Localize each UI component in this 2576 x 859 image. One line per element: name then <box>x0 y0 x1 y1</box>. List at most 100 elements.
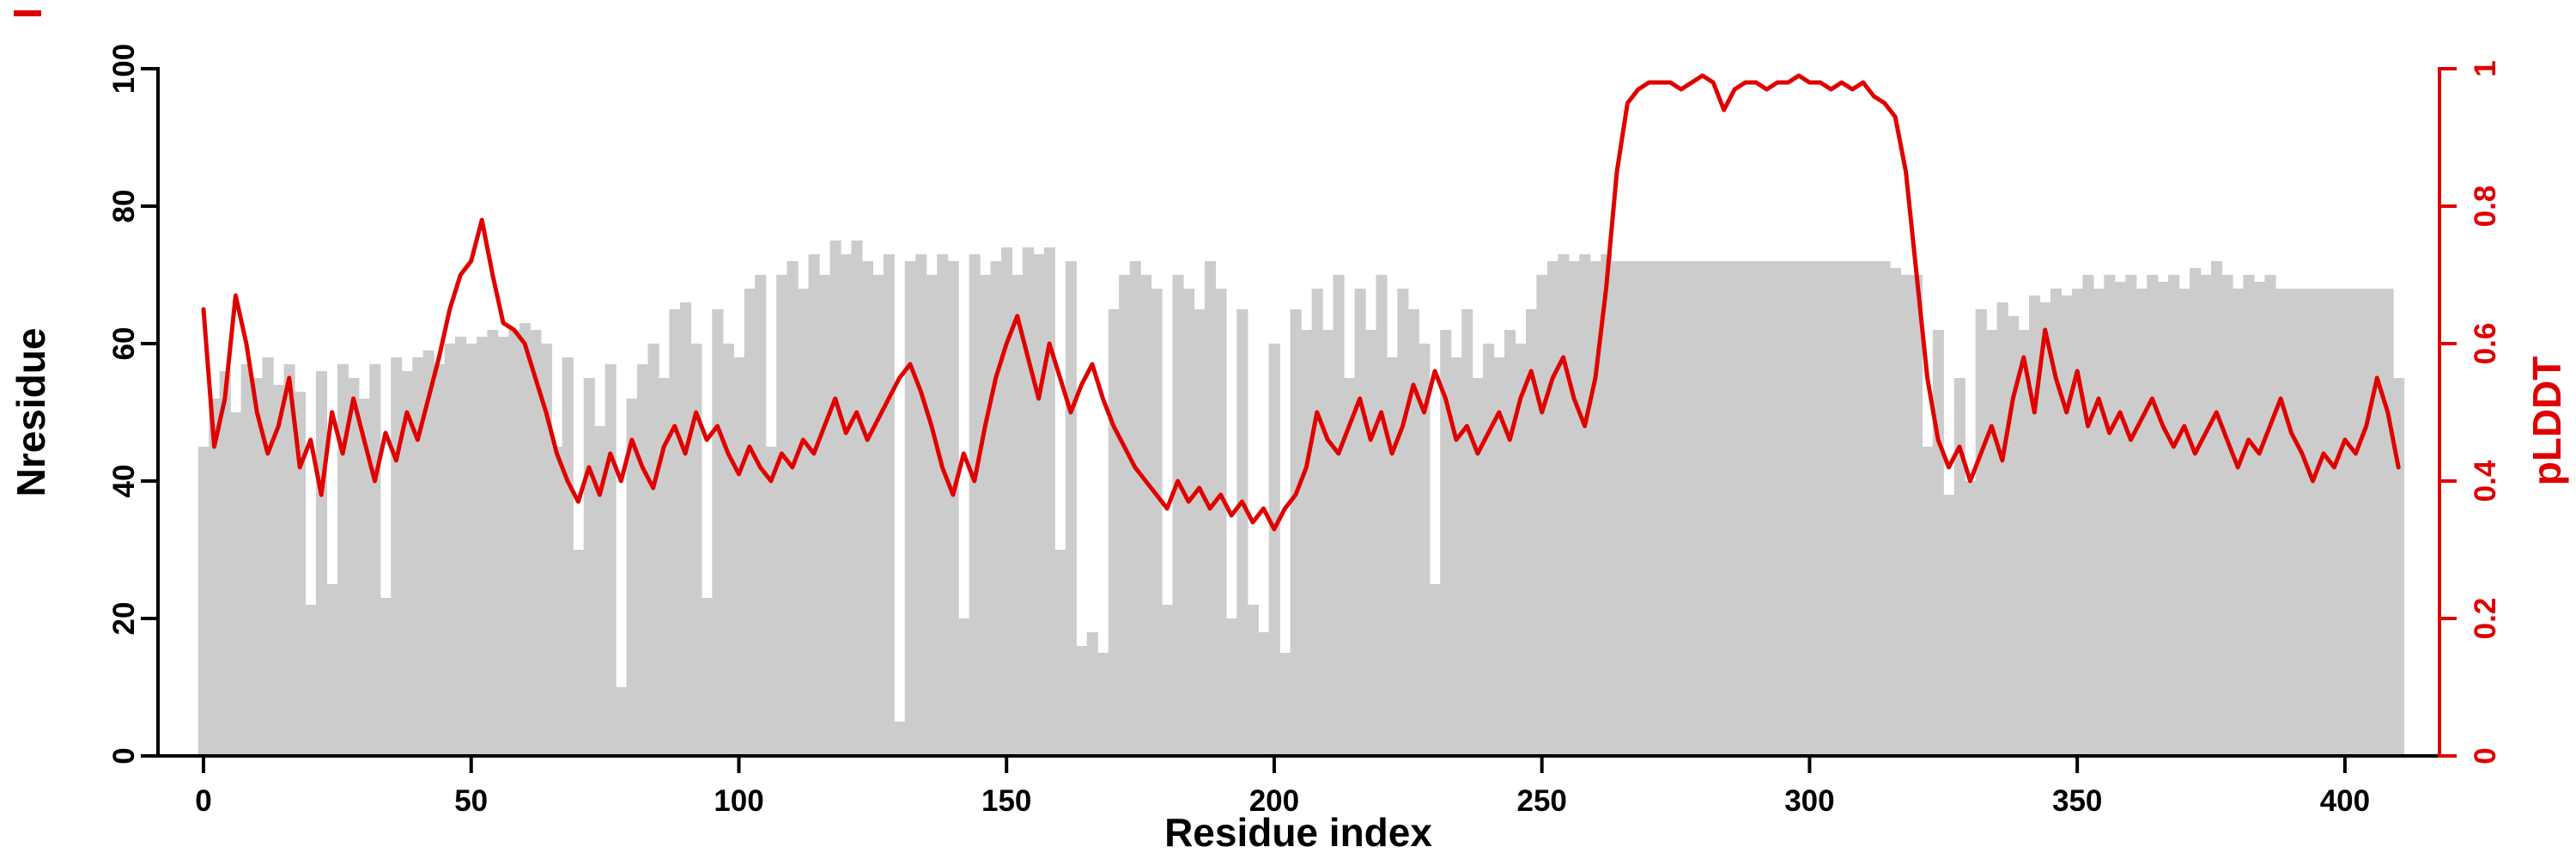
nresidue-bar <box>755 275 767 756</box>
nresidue-bar <box>562 357 574 756</box>
nresidue-bar <box>1215 289 1227 756</box>
nresidue-bar <box>904 261 916 756</box>
nresidue-bar <box>1814 261 1826 756</box>
nresidue-bar <box>2147 275 2159 756</box>
nresidue-bar <box>197 447 210 756</box>
nresidue-bar <box>1472 378 1484 756</box>
x-tick-label: 350 <box>2052 784 2102 818</box>
nresidue-bar <box>2372 289 2384 756</box>
nresidue-bar <box>926 275 938 756</box>
nresidue-bar <box>2061 295 2073 756</box>
nresidue-bar <box>2178 289 2190 756</box>
nresidue-bar <box>295 392 307 756</box>
y-left-tick-label: 0 <box>107 747 141 764</box>
nresidue-bar <box>1622 261 1634 756</box>
nresidue-bar <box>1140 275 1152 756</box>
nresidue-bar <box>969 254 981 756</box>
nresidue-bar <box>840 254 852 756</box>
nresidue-bar <box>776 275 788 756</box>
nresidue-bar <box>1322 330 1334 756</box>
x-tick-label: 0 <box>195 784 211 818</box>
nresidue-bar <box>1354 289 1366 756</box>
nresidue-bar <box>690 344 702 756</box>
nresidue-bar <box>1268 344 1280 756</box>
nresidue-bar <box>391 357 403 756</box>
y-left-tick-label: 20 <box>107 602 141 636</box>
nresidue-bar <box>744 289 756 756</box>
nresidue-bar <box>348 378 360 756</box>
nresidue-bar <box>583 378 595 756</box>
nresidue-bar <box>1151 289 1163 756</box>
nresidue-bar <box>787 261 799 756</box>
nresidue-bar <box>2296 289 2308 756</box>
nresidue-bar <box>1483 344 1495 756</box>
nresidue-bar <box>2350 289 2362 756</box>
nresidue-bar <box>2393 378 2405 756</box>
nresidue-bar <box>647 344 659 756</box>
nresidue-bar <box>861 261 873 756</box>
nresidue-bar <box>1504 330 1516 756</box>
nresidue-bar <box>1054 550 1066 756</box>
nresidue-bar <box>540 344 552 756</box>
nresidue-bar <box>2307 289 2319 756</box>
nresidue-bar <box>230 412 242 756</box>
nresidue-bar <box>1900 275 1912 756</box>
nresidue-bar <box>1097 653 1109 756</box>
nresidue-bar <box>1761 261 1773 756</box>
nresidue-bar <box>851 241 863 756</box>
nresidue-bar <box>1558 254 1570 756</box>
nresidue-bar <box>2253 282 2265 756</box>
nresidue-bar <box>1836 261 1848 756</box>
nresidue-bar <box>637 364 649 756</box>
nresidue-bar <box>1001 247 1013 756</box>
nresidue-bar <box>2318 289 2330 756</box>
nresidue-bar <box>1932 330 1944 756</box>
nresidue-bar <box>1108 309 1120 756</box>
nresidue-bar <box>915 254 927 756</box>
nresidue-bar <box>1236 309 1249 756</box>
y-right-tick-label: 0 <box>2469 747 2502 764</box>
nresidue-bar <box>1536 275 1548 756</box>
nresidue-bar <box>1632 261 1644 756</box>
nresidue-bar <box>1364 330 1376 756</box>
nresidue-bar <box>1129 261 1141 756</box>
nresidue-bar <box>465 344 477 756</box>
nresidue-bar <box>508 330 520 756</box>
nresidue-bar <box>2008 316 2020 756</box>
y-left-tick-label: 80 <box>107 190 141 223</box>
nresidue-bar <box>1718 261 1730 756</box>
nresidue-bar <box>209 399 221 756</box>
nresidue-bar <box>315 371 327 756</box>
nresidue-bar <box>819 275 831 756</box>
nresidue-bar <box>380 598 392 756</box>
nresidue-bar <box>669 309 681 756</box>
nresidue-bar <box>2200 275 2212 756</box>
nresidue-bar <box>1258 632 1270 756</box>
nresidue-bar <box>1225 618 1237 756</box>
nresidue-bar <box>1922 447 1934 756</box>
nresidue-bar <box>2029 295 2041 756</box>
nresidue-bar <box>2329 289 2341 756</box>
nresidue-bar <box>1172 275 1184 756</box>
nresidue-bar <box>252 378 264 756</box>
nresidue-bar <box>2114 282 2126 756</box>
nresidue-bar <box>519 323 531 756</box>
nresidue-bar <box>658 378 670 756</box>
nresidue-bar <box>1033 254 1045 756</box>
nresidue-bar <box>1986 330 1998 756</box>
nresidue-bar <box>487 330 499 756</box>
nresidue-bar <box>1419 344 1431 756</box>
y-right-tick-label: 0.4 <box>2469 460 2502 502</box>
nresidue-bar <box>1965 481 1977 756</box>
nresidue-bar <box>2082 275 2094 756</box>
y-right-tick-label: 0.8 <box>2469 186 2502 228</box>
nresidue-bar <box>1119 275 1131 756</box>
nresidue-bar <box>369 364 381 756</box>
nresidue-bar <box>798 289 810 756</box>
nresidue-bar <box>1868 261 1880 756</box>
nresidue-bar <box>626 399 638 756</box>
nresidue-bar <box>1847 261 1859 756</box>
nresidue-bar <box>1247 605 1259 756</box>
corner-artifact-mark <box>14 10 41 16</box>
